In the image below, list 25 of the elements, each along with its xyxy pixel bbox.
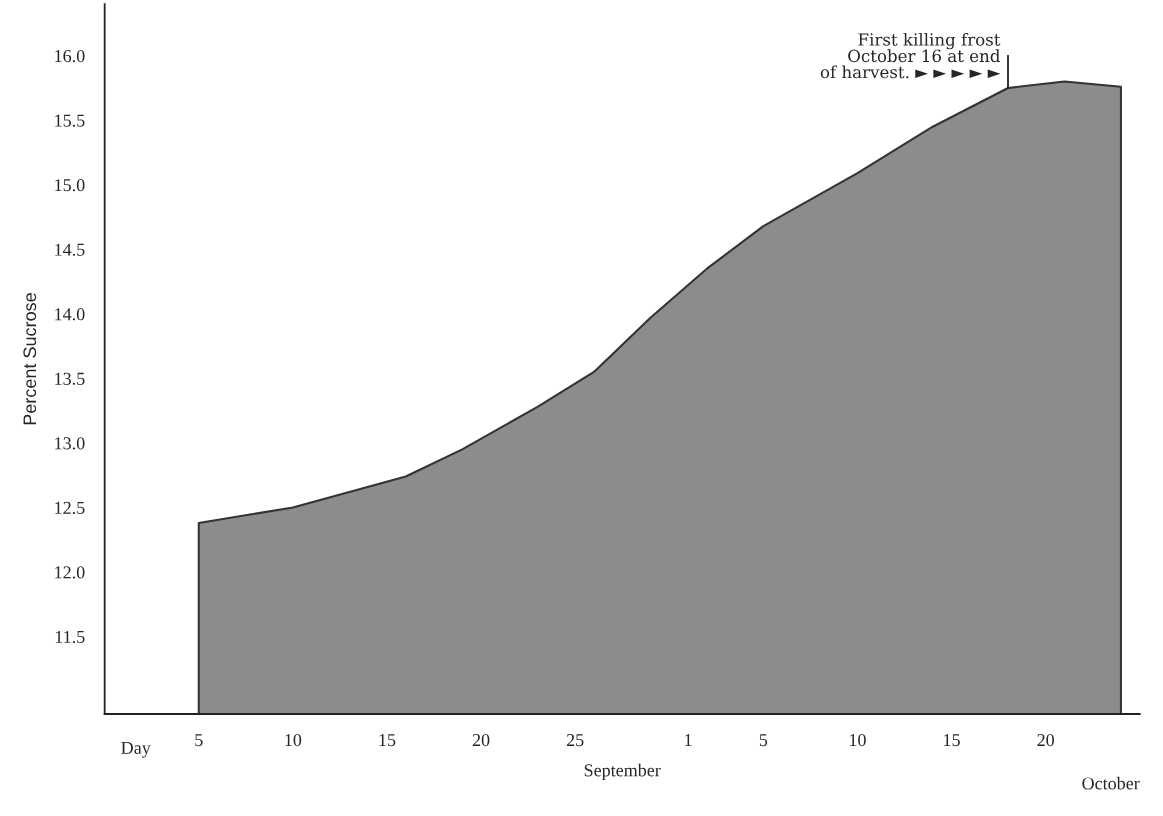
y-tick-label: 14.0 <box>55 308 85 321</box>
y-tick-label: 13.0 <box>55 437 85 450</box>
y-tick-label: 15.0 <box>55 179 85 192</box>
x-tick-label: 15 <box>379 734 396 747</box>
x-tick-label: 20 <box>1037 733 1054 747</box>
y-tick-label: 12.0 <box>55 566 85 579</box>
y-tick-label: 13.5 <box>55 372 85 385</box>
x-tick-label: 10 <box>850 733 866 747</box>
x-tick-label: 10 <box>285 733 302 747</box>
x-tick-label: 5 <box>759 734 768 747</box>
x-tick-label: 15 <box>944 734 960 747</box>
text: Day <box>121 741 151 758</box>
y-tick-label: 14.5 <box>55 243 85 256</box>
y-tick-label: 12.5 <box>55 501 85 514</box>
x-tick-label: 25 <box>566 734 584 747</box>
y-tick-label: 15.5 <box>55 114 85 127</box>
x-tick-label: 5 <box>195 734 203 747</box>
y-tick-label: 11.5 <box>55 630 85 644</box>
y-axis-title: Percent Sucrose <box>23 293 37 425</box>
text: October <box>1082 776 1140 790</box>
x-tick-label: 20 <box>472 733 490 747</box>
y-tick-label: 16.0 <box>55 49 85 63</box>
x-tick-label: 1 <box>685 734 692 746</box>
annotation: First killing frost October 16 at end of harvest. ► ► ► ► ► <box>820 32 1001 79</box>
x-axis-title: September <box>584 763 661 781</box>
